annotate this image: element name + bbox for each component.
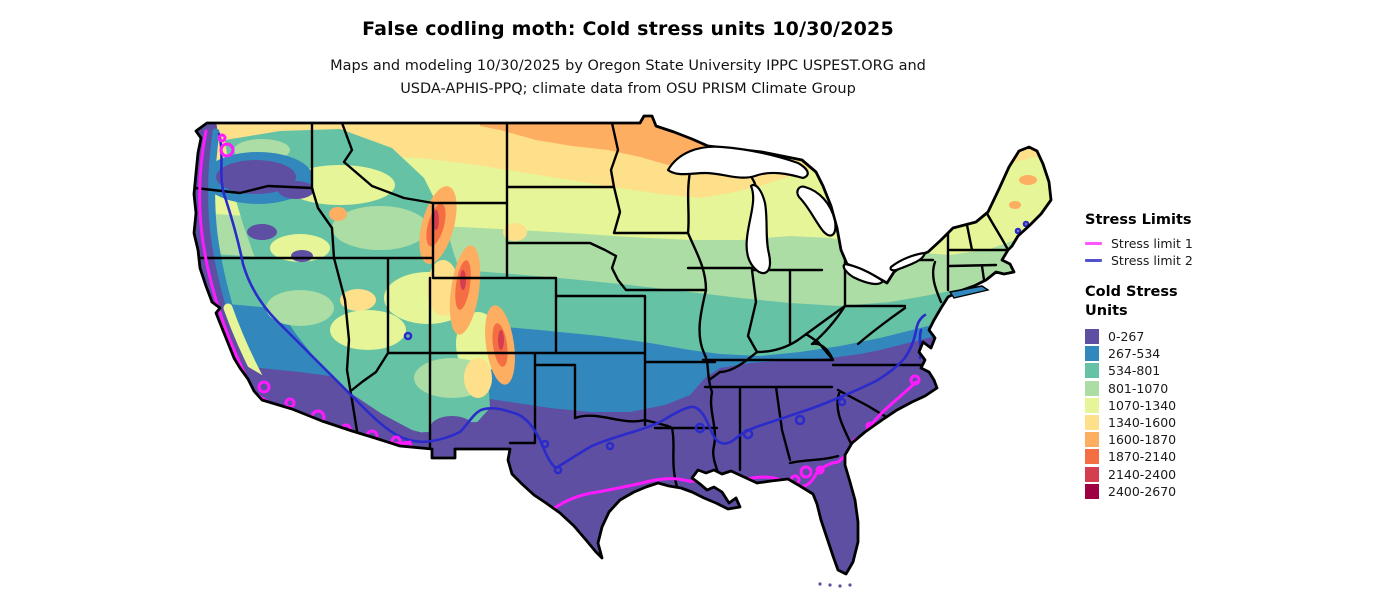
legend-item-stress-limit-1: Stress limit 1	[1085, 235, 1385, 252]
stress-limit-2-label: Stress limit 2	[1111, 253, 1193, 268]
bin-label: 1340-1600	[1108, 415, 1177, 431]
stress-limit-1-line-swatch	[1085, 242, 1102, 245]
west-patch	[340, 289, 376, 311]
legend-bin-row: 2140-2400	[1085, 466, 1385, 483]
bin-swatch	[1085, 329, 1099, 345]
bin-swatch	[1085, 380, 1099, 396]
lake-ontario	[889, 251, 927, 272]
units-title-line-1: Cold Stress	[1085, 284, 1178, 300]
bin-swatch	[1085, 432, 1099, 448]
legend-bin-row: 534-801	[1085, 362, 1385, 379]
stress-limit-2-lines	[217, 132, 1030, 475]
bin-label: 267-534	[1108, 346, 1161, 362]
maine-warm-patch-2	[1009, 201, 1021, 209]
bin-label: 1070-1340	[1108, 397, 1177, 413]
units-title-line-2: Units	[1085, 303, 1128, 319]
subtitle-line-1: Maps and modeling 10/30/2025 by Oregon S…	[330, 58, 926, 74]
legend-bin-row: 267-534	[1085, 345, 1385, 362]
bin-swatch	[1085, 363, 1099, 379]
bin-label: 2140-2400	[1108, 466, 1177, 482]
bin-label: 801-1070	[1108, 380, 1169, 396]
florida-keys	[818, 582, 852, 588]
legend-bin-row: 2400-2670	[1085, 483, 1385, 500]
legend-bin-row: 1870-2140	[1085, 448, 1385, 465]
legend-bin-row: 1070-1340	[1085, 397, 1385, 414]
lake-huron	[796, 185, 837, 237]
legend-bin-row: 1340-1600	[1085, 414, 1385, 431]
legend-bin-row: 0-267	[1085, 328, 1385, 345]
west-patch	[464, 358, 492, 398]
bin-swatch	[1085, 397, 1099, 413]
subtitle-line-2: USDA-APHIS-PPQ; climate data from OSU PR…	[400, 81, 856, 97]
west-patch	[266, 290, 334, 326]
legend-bin-row: 801-1070	[1085, 380, 1385, 397]
raster-fill-layer	[194, 116, 1051, 574]
west-patch	[330, 310, 406, 350]
bin-swatch	[1085, 449, 1099, 465]
legend-bin-row: 1600-1870	[1085, 431, 1385, 448]
west-interior-teal	[225, 129, 490, 438]
page-title: False codling moth: Cold stress units 10…	[362, 18, 894, 40]
inland-purple-pocket	[278, 181, 314, 199]
bin-label: 1600-1870	[1108, 432, 1177, 448]
bin-label: 0-267	[1108, 329, 1145, 345]
lake-superior	[666, 145, 809, 180]
legend: Stress Limits Stress limit 1 Stress limi…	[1085, 212, 1385, 500]
west-patch	[270, 234, 330, 262]
long-island	[948, 285, 990, 299]
cold-stress-units-title: Cold Stress Units	[1085, 283, 1385, 321]
bin-label: 534-801	[1108, 363, 1161, 379]
maine-warm-patch	[1019, 175, 1037, 185]
stress-limit-2-line-swatch	[1085, 259, 1102, 262]
stress-limit-1-label: Stress limit 1	[1111, 236, 1193, 251]
bin-swatch	[1085, 466, 1099, 482]
inland-purple-pocket	[291, 250, 313, 262]
lake-michigan	[745, 183, 772, 275]
inland-purple-pocket	[247, 224, 277, 240]
great-lakes	[666, 145, 927, 286]
legend-item-stress-limit-2: Stress limit 2	[1085, 252, 1385, 269]
lake-erie	[842, 262, 885, 286]
black-hills-patch	[503, 223, 527, 241]
bin-swatch	[1085, 415, 1099, 431]
bin-swatch	[1085, 346, 1099, 362]
west-patch	[332, 206, 428, 250]
bin-label: 2400-2670	[1108, 483, 1177, 499]
conus-outline	[192, 114, 1053, 576]
page-subtitle: Maps and modeling 10/30/2025 by Oregon S…	[0, 55, 1256, 101]
stress-limits-title: Stress Limits	[1085, 212, 1192, 228]
bin-swatch	[1085, 483, 1099, 499]
bin-label: 1870-2140	[1108, 449, 1177, 465]
rockies-high-stress-blobs	[329, 186, 515, 385]
